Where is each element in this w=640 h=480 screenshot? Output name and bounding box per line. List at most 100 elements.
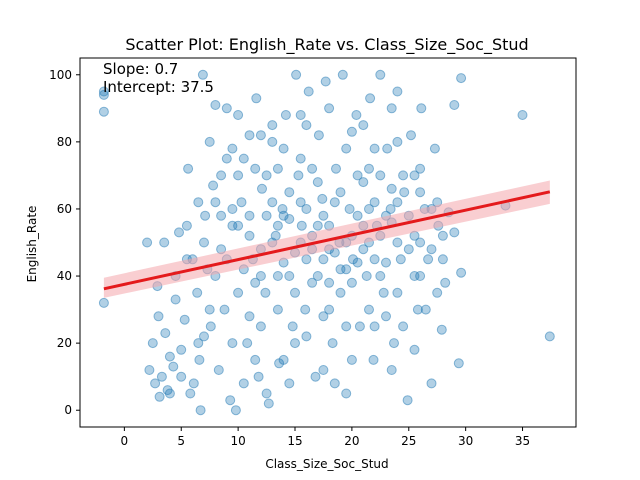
data-point xyxy=(335,287,346,298)
data-point xyxy=(278,354,289,365)
data-point xyxy=(199,237,209,248)
data-point xyxy=(272,304,283,315)
data-point xyxy=(221,103,232,114)
data-point xyxy=(317,193,328,204)
data-point xyxy=(188,378,199,389)
data-point xyxy=(199,331,209,342)
data-point xyxy=(164,388,175,399)
data-point xyxy=(369,321,380,332)
data-point xyxy=(293,170,304,181)
data-point xyxy=(272,220,283,231)
data-point xyxy=(267,197,278,208)
data-point xyxy=(230,405,241,416)
data-point xyxy=(412,304,423,315)
data-point xyxy=(329,197,340,208)
data-point xyxy=(160,328,171,339)
data-point xyxy=(398,321,409,332)
data-point xyxy=(329,378,340,389)
data-point xyxy=(221,153,232,164)
data-point xyxy=(364,163,374,174)
data-point xyxy=(423,254,434,265)
y-tick-label: 40 xyxy=(57,269,72,283)
chart-title: Scatter Plot: English_Rate vs. Class_Siz… xyxy=(125,35,528,55)
data-point xyxy=(193,338,204,349)
data-point xyxy=(386,183,397,194)
data-point xyxy=(335,264,346,275)
data-point xyxy=(210,197,221,208)
data-point xyxy=(233,170,244,181)
intercept-annotation: Intercept: 37.5 xyxy=(103,78,214,96)
data-point xyxy=(420,304,431,315)
data-point xyxy=(284,187,295,198)
data-point xyxy=(375,69,386,80)
data-point xyxy=(368,354,379,365)
y-tick-label: 0 xyxy=(64,403,72,417)
data-point xyxy=(295,110,306,120)
data-point xyxy=(290,338,300,349)
data-point xyxy=(361,271,372,281)
data-point xyxy=(409,344,420,355)
data-point xyxy=(312,177,323,188)
data-point xyxy=(244,230,255,241)
data-point xyxy=(250,163,261,174)
data-point xyxy=(261,210,272,221)
data-point xyxy=(352,210,363,221)
data-point xyxy=(409,170,420,181)
data-point xyxy=(272,163,283,174)
data-point xyxy=(287,321,298,332)
axes: 0 5 10 15 20 25 30 35 0 20 40 60 80 100 xyxy=(49,57,577,448)
data-point xyxy=(185,388,196,399)
data-point xyxy=(278,143,289,154)
y-tick-label: 100 xyxy=(49,68,72,82)
data-point xyxy=(216,170,227,181)
data-point xyxy=(395,254,406,265)
data-point xyxy=(369,197,380,208)
data-point xyxy=(307,163,318,174)
data-point xyxy=(352,170,363,181)
data-point xyxy=(416,103,427,114)
data-point xyxy=(307,277,318,288)
data-point xyxy=(98,106,109,117)
data-point xyxy=(544,331,555,342)
data-point xyxy=(369,254,380,265)
data-point xyxy=(154,391,165,402)
data-point xyxy=(341,143,352,154)
data-point xyxy=(147,338,158,349)
data-point xyxy=(331,163,341,174)
x-tick-label: 30 xyxy=(458,434,473,448)
data-point xyxy=(213,365,224,375)
data-point xyxy=(346,354,357,365)
data-point xyxy=(318,365,329,375)
data-point xyxy=(295,197,306,208)
data-point xyxy=(301,331,312,342)
data-point xyxy=(351,110,362,120)
y-tick-label: 60 xyxy=(57,202,72,216)
y-axis-label: English_Rate xyxy=(25,206,39,283)
data-point xyxy=(98,89,109,100)
y-tick-label: 80 xyxy=(57,135,72,149)
data-point xyxy=(432,287,443,298)
data-point xyxy=(392,197,403,208)
data-point xyxy=(227,338,238,349)
data-point xyxy=(250,354,261,365)
data-point xyxy=(251,93,262,104)
data-point xyxy=(278,210,289,221)
data-point xyxy=(194,354,205,365)
data-point xyxy=(255,130,266,141)
data-point xyxy=(250,277,261,288)
data-point xyxy=(517,110,528,120)
data-point xyxy=(280,110,291,120)
data-point xyxy=(381,311,391,322)
data-point xyxy=(192,287,203,298)
data-point xyxy=(260,287,271,298)
data-point xyxy=(238,378,249,389)
data-point xyxy=(284,214,295,224)
data-point xyxy=(341,388,352,399)
data-point xyxy=(382,143,393,154)
data-point xyxy=(369,143,380,154)
data-point xyxy=(216,210,227,221)
data-point xyxy=(392,287,403,298)
data-point xyxy=(301,120,312,131)
data-point xyxy=(389,338,399,349)
